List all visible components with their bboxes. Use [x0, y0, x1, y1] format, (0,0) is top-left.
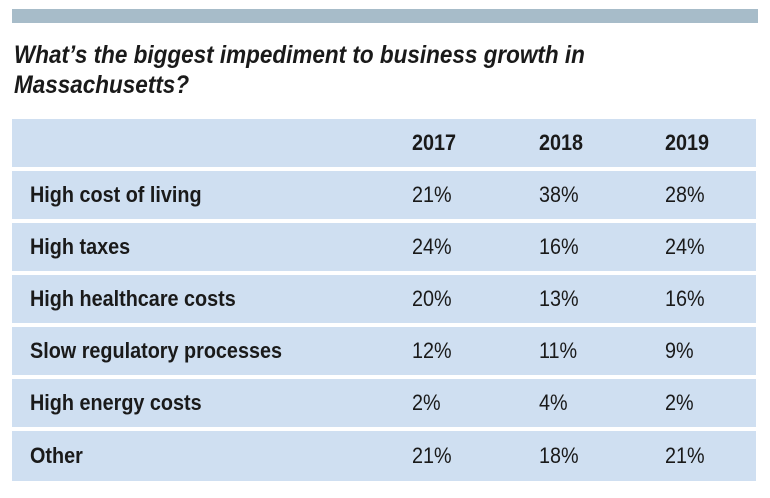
cell-value: 16%: [539, 234, 579, 259]
cell-value: 21%: [412, 443, 452, 468]
cell-value: 2%: [412, 390, 441, 415]
cell-value: 11%: [539, 338, 578, 363]
cell-value: 9%: [665, 338, 694, 363]
cell-value: 2%: [665, 390, 694, 415]
cell-value: 24%: [412, 234, 452, 259]
table-row: High healthcare costs 20% 13% 16%: [12, 275, 756, 323]
data-table: 2017 2018 2019 High cost of living 21% 3…: [12, 119, 756, 481]
table-row: High energy costs 2% 4% 2%: [12, 379, 756, 427]
row-label: High energy costs: [30, 390, 202, 415]
cell-value: 28%: [665, 182, 705, 207]
row-label: Other: [30, 443, 83, 468]
cell-value: 21%: [412, 182, 452, 207]
table-title: What’s the biggest impediment to busines…: [14, 41, 585, 99]
row-label: High cost of living: [30, 182, 202, 207]
row-label: Slow regulatory processes: [30, 338, 282, 363]
table-row: High taxes 24% 16% 24%: [12, 223, 756, 271]
cell-value: 18%: [539, 443, 579, 468]
table-row: Slow regulatory processes 12% 11% 9%: [12, 327, 756, 375]
table-row: Other 21% 18% 21%: [12, 431, 756, 481]
row-label: High healthcare costs: [30, 286, 236, 311]
cell-value: 38%: [539, 182, 579, 207]
table-row: High cost of living 21% 38% 28%: [12, 171, 756, 219]
table-header-row: 2017 2018 2019: [12, 119, 756, 167]
cell-value: 20%: [412, 286, 452, 311]
cell-value: 4%: [539, 390, 568, 415]
cell-value: 24%: [665, 234, 705, 259]
cell-value: 16%: [665, 286, 705, 311]
cell-value: 21%: [665, 443, 705, 468]
column-header-2019: 2019: [665, 130, 710, 155]
column-header-2018: 2018: [539, 130, 584, 155]
column-header-2017: 2017: [412, 130, 457, 155]
top-accent-band: [12, 9, 758, 23]
cell-value: 12%: [412, 338, 452, 363]
row-label: High taxes: [30, 234, 131, 259]
cell-value: 13%: [539, 286, 579, 311]
